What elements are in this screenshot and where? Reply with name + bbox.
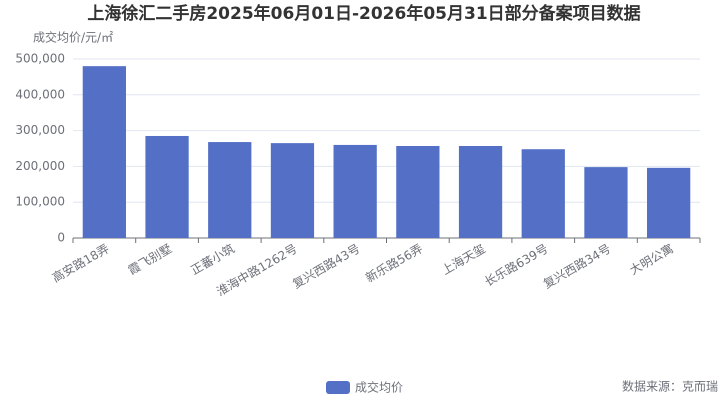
- y-tick-label: 200,000: [15, 159, 65, 173]
- y-tick-label: 100,000: [15, 195, 65, 209]
- y-tick-label: 500,000: [15, 52, 65, 66]
- bar: [333, 144, 377, 238]
- bar: [584, 167, 628, 238]
- x-tick-label: 长乐路639号: [482, 241, 551, 289]
- bar: [82, 66, 126, 238]
- x-tick-label: 大明公寓: [627, 241, 676, 278]
- legend-swatch: [326, 381, 350, 394]
- x-tick-label: 上海天玺: [439, 241, 488, 278]
- y-tick-label: 300,000: [15, 123, 65, 137]
- x-tick-label: 复兴西路43号: [290, 241, 363, 292]
- x-tick-label: 复兴西路34号: [541, 241, 614, 292]
- bar: [270, 143, 315, 238]
- x-tick-label: 新乐路56弄: [363, 241, 425, 286]
- legend-label: 成交均价: [355, 380, 403, 395]
- bar: [647, 167, 691, 238]
- bar: [396, 145, 440, 238]
- x-tick-label: 正蕃小筑: [188, 241, 237, 278]
- source-note: 数据来源：克而瑞: [622, 379, 718, 394]
- y-tick-label: 0: [57, 231, 65, 245]
- bar: [208, 142, 252, 238]
- y-tick-label: 400,000: [15, 87, 65, 101]
- bar: [145, 135, 189, 238]
- bar: [521, 149, 565, 238]
- y-axis-label: 成交均价/元/㎡: [33, 30, 113, 45]
- x-tick-label: 霞飞别墅: [126, 242, 175, 278]
- chart-title: 上海徐汇二手房2025年06月01日-2026年05月31日部分备案项目数据: [87, 3, 640, 24]
- bar: [458, 145, 503, 238]
- x-tick-label: 高安路18弄: [49, 241, 111, 286]
